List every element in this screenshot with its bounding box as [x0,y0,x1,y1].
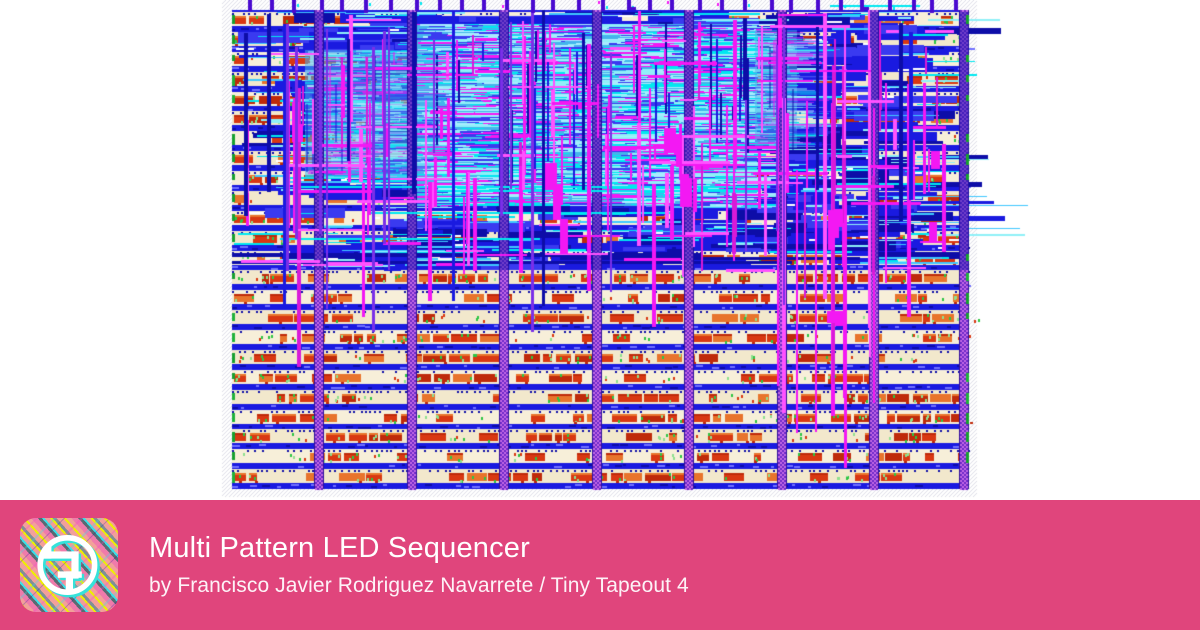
banner-text: Multi Pattern LED Sequencer by Francisco… [149,532,689,598]
project-banner: Multi Pattern LED Sequencer by Francisco… [0,500,1200,630]
project-title: Multi Pattern LED Sequencer [149,532,530,565]
tiny-tapeout-logo-icon [37,535,100,598]
chip-die-layout [0,0,1200,500]
tt-mark-front [37,535,98,595]
tiny-tapeout-logo [20,518,118,612]
project-byline: by Francisco Javier Rodriguez Navarrete … [149,573,689,597]
